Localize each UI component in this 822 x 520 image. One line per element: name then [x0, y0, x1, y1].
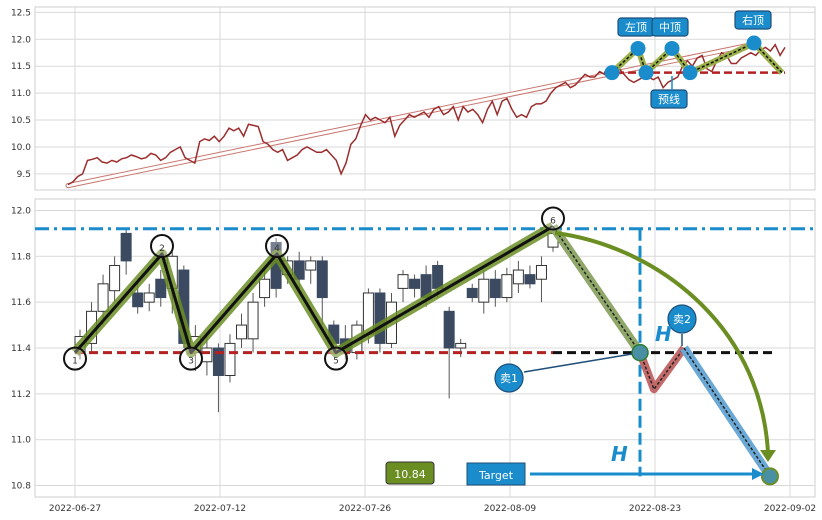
top-price-line — [67, 43, 786, 186]
badge-neckline-text: 预线 — [658, 92, 680, 106]
bottom-ytick-11.0: 11.0 — [11, 436, 31, 446]
badge-mid-top-text: 中顶 — [659, 21, 681, 34]
xtick-2022-08-23: 2022-08-23 — [629, 504, 681, 514]
candle-body — [466, 287, 478, 299]
candle-body — [535, 264, 547, 280]
candle-body — [132, 292, 144, 308]
pullback-outer — [636, 345, 688, 394]
candle-body — [501, 274, 513, 299]
candle-body — [236, 324, 248, 340]
xtick-2022-08-09: 2022-08-09 — [484, 504, 537, 514]
candle-body — [201, 347, 213, 363]
pattern-label-4: 4 — [274, 244, 280, 254]
pattern-label-3: 3 — [188, 357, 194, 367]
target-badge-box — [466, 462, 526, 486]
pattern-label-5: 5 — [333, 357, 339, 367]
top-ytick-11.5: 11.5 — [11, 62, 31, 72]
top-ytick-12.0: 12.0 — [11, 35, 31, 45]
top-pattern-node-1 — [630, 40, 646, 56]
badge-right-top-text: 右顶 — [742, 13, 764, 27]
badge-mid-top-box — [651, 17, 689, 37]
target-value-box — [385, 461, 435, 485]
sell1-circle — [494, 363, 524, 393]
badge-left-top-text: 左顶 — [625, 21, 647, 34]
top-pattern-node-0 — [604, 65, 620, 81]
top-ytick-9.5: 9.5 — [17, 170, 31, 180]
pattern-label-2: 2 — [159, 244, 165, 254]
top-pattern-node-4 — [682, 65, 698, 81]
candle-body — [455, 342, 467, 349]
xtick-2022-09-02: 2022-09-02 — [764, 504, 816, 514]
breakout-dot — [631, 343, 649, 362]
xtick-2022-07-12: 2022-07-12 — [194, 504, 246, 514]
pattern-node-1 — [63, 346, 87, 371]
pattern-node-3 — [179, 346, 203, 371]
target-drop-inner — [683, 347, 771, 477]
target-dot — [761, 467, 779, 486]
target-arrow-head — [752, 468, 764, 480]
candle-body — [512, 269, 524, 285]
candle-body — [212, 347, 224, 377]
top-pattern-node-3 — [664, 40, 680, 56]
height-label-lower: H — [611, 442, 628, 466]
bottom-ytick-11.8: 11.8 — [11, 252, 31, 262]
candle-body — [109, 264, 121, 292]
badge-neckline-box — [650, 89, 688, 109]
zigzag-inner — [73, 225, 554, 355]
badge-right-top-box — [734, 10, 772, 30]
candle-body — [397, 274, 409, 289]
candle-body — [489, 278, 501, 299]
candle-body — [247, 301, 259, 340]
candle-body — [374, 292, 386, 344]
bottom-ytick-10.8: 10.8 — [11, 482, 31, 492]
top-ytick-11.0: 11.0 — [11, 89, 31, 99]
top-ytick-10.0: 10.0 — [11, 143, 31, 153]
top-panel-frame — [34, 6, 816, 191]
candle-body — [224, 342, 236, 377]
pattern-node-4 — [265, 234, 289, 259]
sell1-text: 卖1 — [500, 372, 518, 385]
height-label-upper: H — [655, 322, 672, 346]
xtick-2022-06-27: 2022-06-27 — [49, 504, 101, 514]
candle-body — [305, 260, 317, 271]
target-value-text: 10.84 — [394, 468, 426, 481]
xtick-2022-07-26: 2022-07-26 — [339, 504, 392, 514]
curve-arrow — [554, 231, 770, 453]
target-badge-text: Target — [478, 469, 514, 482]
candle-body — [259, 278, 271, 299]
top-ytick-10.5: 10.5 — [11, 116, 31, 126]
pattern-node-5 — [324, 346, 348, 371]
pattern-node-2 — [150, 234, 174, 259]
sell2-text: 卖2 — [673, 313, 691, 326]
candle-body — [432, 264, 444, 289]
top-pattern-node-5 — [746, 35, 762, 51]
pattern-label-6: 6 — [550, 217, 556, 227]
sell1-pointer — [523, 353, 633, 373]
bottom-ytick-11.6: 11.6 — [11, 298, 31, 308]
candle-body — [478, 278, 490, 303]
curve-arrow-head — [760, 450, 776, 462]
projection-drop-inner — [552, 226, 641, 354]
pattern-label-1: 1 — [72, 357, 78, 367]
candle-body — [316, 260, 328, 299]
bottom-ytick-12.0: 12.0 — [11, 206, 31, 216]
candle-body — [409, 278, 421, 289]
top-ytick-12.5: 12.5 — [11, 8, 31, 18]
bottom-ytick-11.2: 11.2 — [11, 390, 31, 400]
bottom-ytick-11.4: 11.4 — [11, 344, 31, 354]
sell2-circle — [667, 304, 697, 334]
candle-body — [155, 278, 167, 299]
top-pattern-node-2 — [638, 65, 654, 81]
candle-body — [143, 292, 155, 303]
candle-body — [524, 274, 536, 285]
candle-body — [97, 283, 109, 312]
candle-body — [120, 232, 132, 262]
pattern-node-6 — [541, 206, 565, 231]
candle-body — [293, 260, 305, 280]
candle-body — [443, 310, 455, 349]
